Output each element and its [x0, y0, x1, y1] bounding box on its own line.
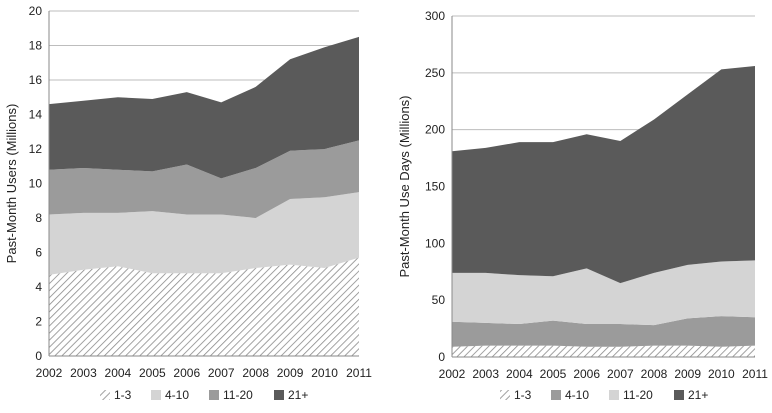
legend-swatch [609, 390, 619, 400]
chart-use-days: Past-Month Use Days (Millions) 0 50 100 150… [397, 9, 768, 402]
x-tick-label: 2002 [36, 366, 63, 380]
legend-swatch [500, 390, 510, 400]
legend-swatch [151, 390, 161, 400]
y-tick-label: 8 [35, 211, 42, 225]
legend-label: 1-3 [514, 388, 532, 402]
y-tick-label: 50 [432, 293, 446, 307]
y-tick-label: 100 [425, 236, 445, 250]
y-tick-label: 10 [29, 177, 43, 191]
stacked-areas [49, 36, 359, 356]
stacked-areas [452, 66, 755, 357]
legend-swatch [209, 390, 219, 400]
y-tick-label: 250 [425, 66, 445, 80]
x-tick-label: 2003 [472, 367, 499, 381]
y-tick-label: 0 [35, 349, 42, 363]
legend-swatch [674, 390, 684, 400]
y-tick-label: 300 [425, 9, 445, 23]
legend-label: 1-3 [114, 388, 132, 402]
x-tick-label: 2008 [242, 366, 269, 380]
area-series-11-20 [452, 260, 755, 326]
x-tick-label: 2010 [311, 366, 338, 380]
x-tick-label: 2003 [70, 366, 97, 380]
x-tick-label: 2009 [674, 367, 701, 381]
x-tick-label: 2008 [641, 367, 668, 381]
y-axis-label: Past-Month Use Days (Millions) [397, 95, 412, 277]
y-tick-label: 12 [29, 142, 43, 156]
y-tick-label: 4 [35, 280, 42, 294]
legend: 1-3 4-10 11-20 21+ [100, 388, 308, 402]
legend-item-1-3: 1-3 [100, 388, 132, 402]
x-tick-label: 2007 [607, 367, 634, 381]
y-tick-label: 20 [29, 4, 43, 18]
x-tick-label: 2009 [277, 366, 304, 380]
x-tick-label: 2011 [346, 366, 372, 380]
legend-label: 11-20 [223, 388, 253, 402]
area-series-1-3 [49, 257, 359, 356]
chart-users: Past-Month Users (Millions) 0 2 4 6 8 10 12 14 1… [4, 4, 372, 402]
x-tick-label: 2004 [506, 367, 533, 381]
y-axis-label: Past-Month Users (Millions) [4, 104, 19, 264]
area-series-21+ [452, 66, 755, 284]
y-tick-label: 6 [35, 246, 42, 260]
y-tick-label: 2 [35, 315, 42, 329]
x-tick-label: 2002 [439, 367, 466, 381]
legend-swatch [274, 390, 284, 400]
legend-item-4-10: 4-10 [151, 388, 189, 402]
legend-label: 21+ [288, 388, 308, 402]
x-tick-label: 2006 [573, 367, 600, 381]
x-tick-label: 2004 [105, 366, 132, 380]
y-tick-label: 14 [29, 108, 43, 122]
area-series-21+ [49, 36, 359, 179]
legend-label: 4-10 [165, 388, 189, 402]
x-tick-label: 2007 [208, 366, 235, 380]
x-tick-label: 2010 [708, 367, 735, 381]
area-series-4-10 [452, 316, 755, 347]
x-tick-label: 2005 [540, 367, 567, 381]
legend: 1-3 4-10 11-20 21+ [500, 388, 708, 402]
y-tick-label: 200 [425, 123, 445, 137]
legend-label: 4-10 [565, 388, 589, 402]
y-tick-label: 0 [438, 350, 445, 364]
x-tick-label: 2011 [742, 367, 768, 381]
legend-item-21+: 21+ [274, 388, 308, 402]
area-series-1-3 [452, 345, 755, 357]
y-tick-label: 18 [29, 39, 43, 53]
legend-item-21+: 21+ [674, 388, 708, 402]
x-tick-label: 2005 [139, 366, 166, 380]
legend-item-1-3: 1-3 [500, 388, 532, 402]
area-series-4-10 [49, 192, 359, 275]
legend-swatch [100, 390, 110, 400]
legend-item-11-20: 11-20 [609, 388, 653, 402]
area-series-11-20 [49, 140, 359, 218]
y-tick-label: 16 [29, 73, 43, 87]
legend-item-11-20: 11-20 [209, 388, 253, 402]
y-tick-label: 150 [425, 180, 445, 194]
legend-swatch [551, 390, 561, 400]
legend-label: 11-20 [623, 388, 653, 402]
x-tick-label: 2006 [173, 366, 200, 380]
legend-label: 21+ [688, 388, 708, 402]
legend-item-4-10: 4-10 [551, 388, 589, 402]
